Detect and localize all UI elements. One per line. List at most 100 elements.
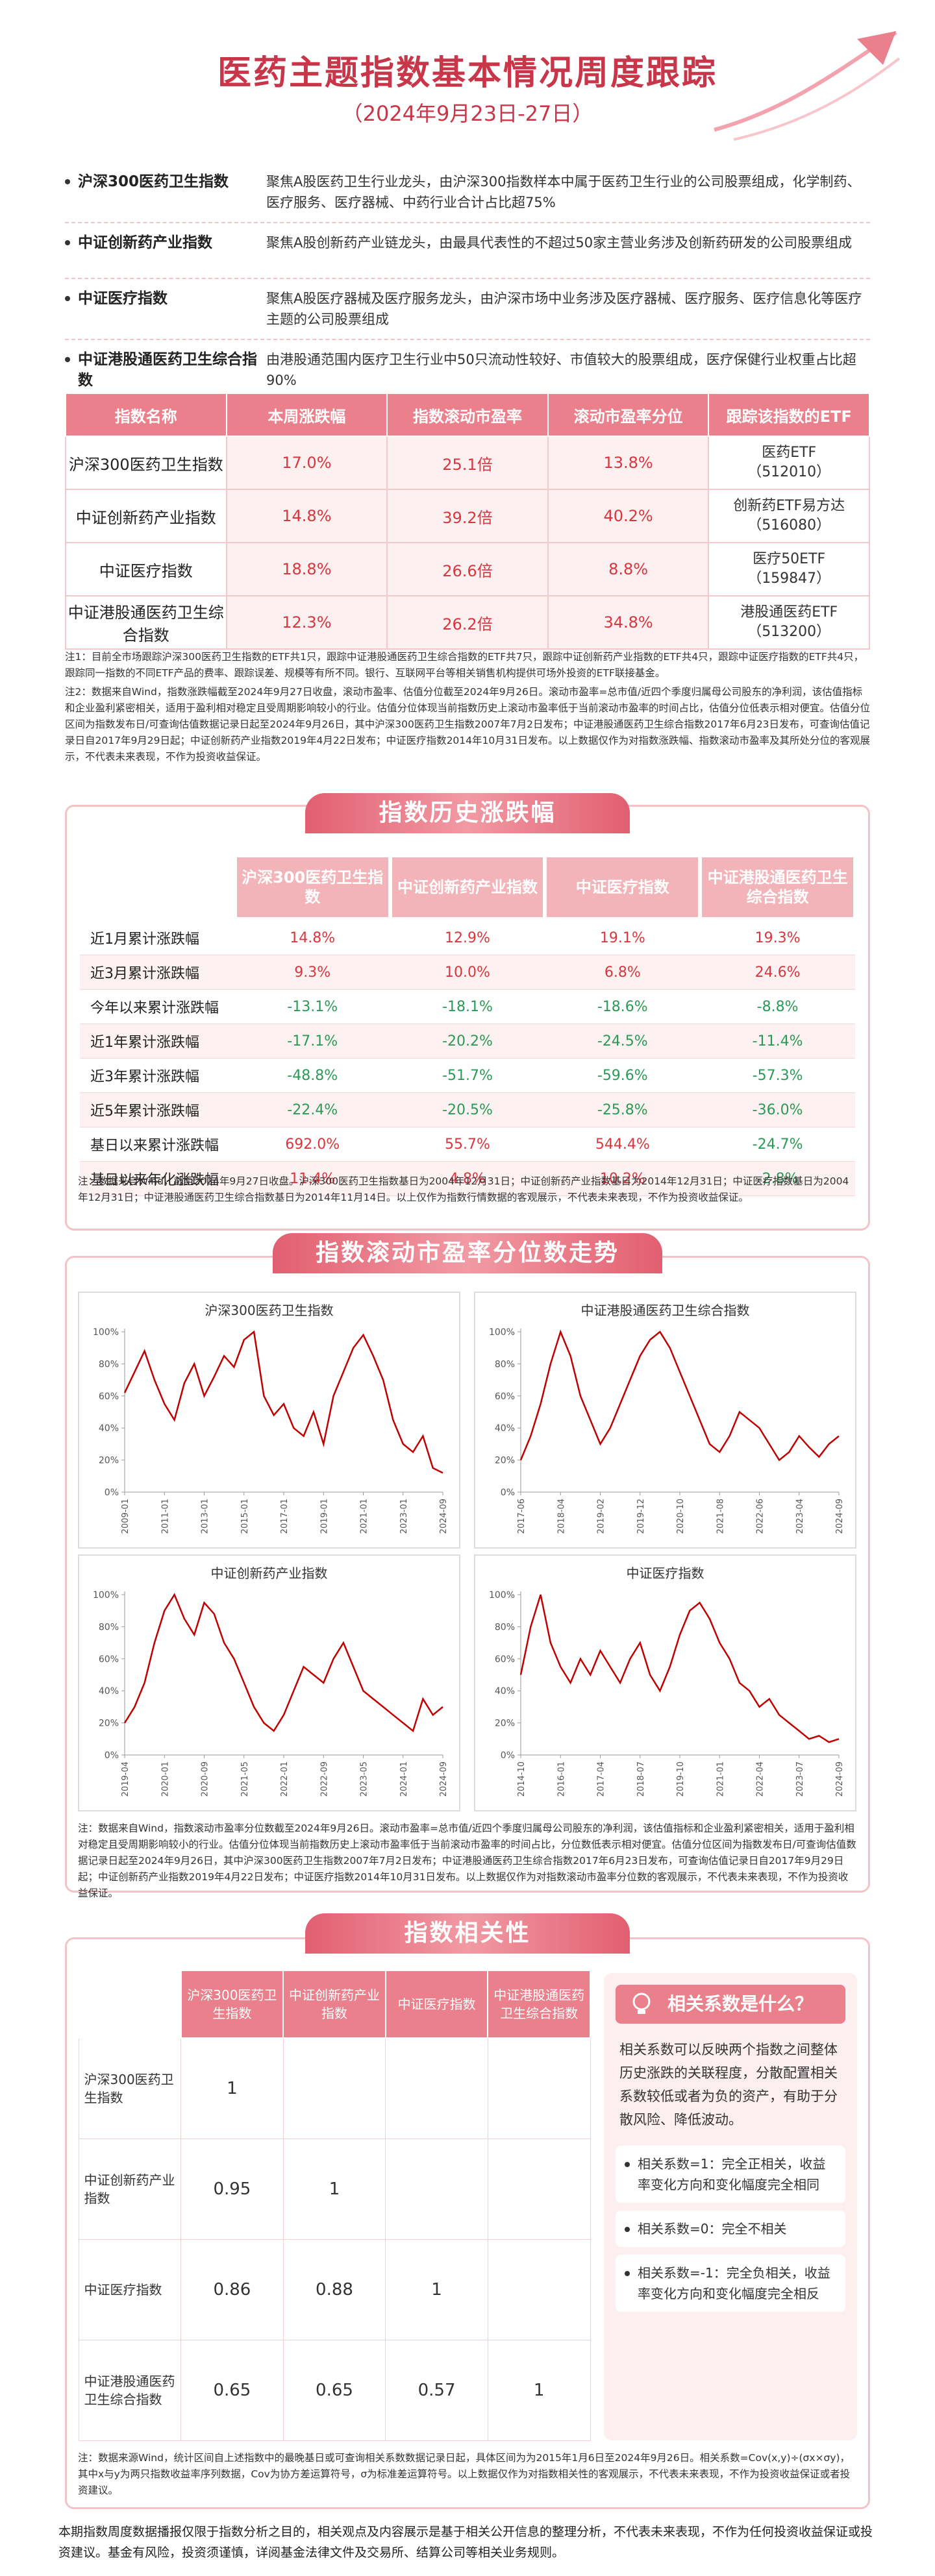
row-label: 近3月累计涨跌幅: [80, 955, 235, 990]
y-tick-label: 100%: [489, 1327, 515, 1338]
correlation-value: 1: [487, 2340, 591, 2441]
y-tick-label: 20%: [495, 1456, 515, 1466]
pe-percentile: 13.8%: [547, 435, 710, 490]
table-row: 中证医疗指数 18.8% 26.6倍 8.8% 医疗50ETF （159847）: [65, 542, 870, 596]
chart-title: 沪深300医药卫生指数: [205, 1303, 333, 1318]
etf-code: （516080）: [747, 517, 831, 534]
x-tick-label: 2022-09: [319, 1761, 329, 1797]
return-value: 10.2%: [545, 1161, 701, 1196]
explainer-bullets: 相关系数=1：完全正相关，收益率变化方向和变化幅度完全相同 相关系数=0：完全不相…: [604, 2146, 857, 2312]
chart-title: 中证港股通医药卫生综合指数: [581, 1303, 750, 1318]
table-row: 基日以来年化涨跌幅 11.4% 4.8% 10.2% -2.8%: [80, 1161, 855, 1196]
return-value: 19.3%: [700, 919, 855, 955]
empty-cell: [385, 2139, 488, 2240]
correlation-value: 0.65: [282, 2340, 386, 2441]
return-value: 10.0%: [390, 955, 545, 990]
section-title: 指数滚动市盈率分位数走势: [273, 1233, 662, 1273]
y-tick-label: 40%: [495, 1423, 515, 1434]
index-row: 中证港股通医药卫生综合指数 由港股通范围内医疗卫生行业中50只流动性较好、市值较大…: [65, 340, 870, 401]
x-tick-label: 2024-09: [835, 1761, 845, 1797]
table-row: 今年以来累计涨跌幅 -13.1% -18.1% -18.6% -8.8%: [80, 989, 855, 1024]
return-value: -8.8%: [700, 989, 855, 1024]
correlation-value: 1: [282, 2139, 386, 2240]
x-tick-label: 2014-10: [517, 1761, 527, 1797]
column-header: 中证医疗指数: [543, 853, 703, 921]
return-value: -18.6%: [545, 989, 701, 1024]
index-name: 中证医疗指数: [65, 288, 266, 309]
header-row: 沪深300医药卫生指数 中证创新药产业指数 中证医疗指数 中证港股通医药卫生综合指数: [78, 1970, 591, 2039]
column-header: 中证创新药产业指数: [282, 1970, 386, 2039]
row-label: 中证医疗指数: [78, 2239, 182, 2340]
x-tick-label: 2021-01: [716, 1761, 725, 1797]
header-row: 指数名称 本周涨跌幅 指数滚动市盈率 滚动市盈率分位 跟踪该指数的ETF: [65, 393, 870, 437]
etf-code: （159847）: [747, 570, 831, 587]
x-tick-label: 2021-08: [716, 1499, 725, 1534]
return-value: 14.8%: [234, 919, 390, 955]
return-value: 692.0%: [234, 1127, 390, 1162]
etf: 创新药ETF易方达 （516080）: [708, 489, 870, 543]
return-value: 6.8%: [545, 955, 701, 990]
blank-header: [78, 1970, 182, 2039]
header-decoration: [714, 31, 901, 141]
index-desc: 聚焦A股医疗器械及医疗服务龙头，由沪深市场中业务涉及医疗器械、医疗服务、医疗信息…: [266, 291, 862, 327]
pe-percentile: 40.2%: [547, 489, 710, 543]
table-row: 近5年累计涨跌幅 -22.4% -20.5% -25.8% -36.0%: [80, 1092, 855, 1127]
correlation-value: 0.57: [385, 2340, 488, 2441]
pe-percentile-line: [123, 1593, 443, 1733]
pe-ratio: 26.2倍: [386, 595, 549, 650]
row-label: 近3年累计涨跌幅: [80, 1058, 235, 1093]
return-value: -24.5%: [545, 1024, 701, 1059]
return-value: -36.0%: [700, 1092, 855, 1127]
correlation-value: 0.65: [181, 2340, 284, 2441]
x-tick-label: 2024-09: [439, 1761, 449, 1797]
bulb-icon: [632, 1993, 651, 2014]
y-tick-label: 0%: [501, 1750, 515, 1761]
return-value: -24.7%: [700, 1127, 855, 1162]
pe-ratio: 25.1倍: [386, 435, 549, 490]
return-value: -59.6%: [545, 1058, 701, 1093]
row-label: 中证创新药产业指数: [78, 2139, 182, 2240]
weekly-change: 18.8%: [225, 542, 388, 596]
table-row: 近3年累计涨跌幅 -48.8% -51.7% -59.6% -57.3%: [80, 1058, 855, 1093]
explainer: 相关系数是什么？ 相关系数可以反映两个指数之间整体历史涨跌的关联程度，分散配置相…: [604, 1973, 857, 2440]
y-tick-label: 80%: [495, 1359, 515, 1369]
correlation-value: 1: [181, 2037, 284, 2139]
index-row: 中证创新药产业指数 聚焦A股创新药产业链龙头，由最具代表性的不超过50家主营业务涉…: [65, 223, 870, 279]
etf-name: 港股通医药ETF: [740, 604, 838, 620]
return-value: 9.3%: [234, 955, 390, 990]
return-value: -17.1%: [234, 1024, 390, 1059]
y-tick-label: 40%: [495, 1686, 515, 1697]
chart: 中证港股通医药卫生综合指数 0% 20% 40% 60% 80% 100% 2017-06 20…: [489, 1303, 845, 1534]
row-label: 沪深300医药卫生指数: [78, 2037, 182, 2139]
table-row: 近1月累计涨跌幅 14.8% 12.9% 19.1% 19.3%: [80, 919, 855, 955]
x-tick-label: 2020-01: [160, 1761, 170, 1797]
x-tick-label: 2013-01: [201, 1499, 210, 1534]
index-name: 中证港股通医药卫生综合指数: [65, 595, 227, 650]
return-value: -13.1%: [234, 989, 390, 1024]
index-desc: 由港股通范围内医疗卫生行业中50只流动性较好、市值较大的股票组成，医疗保健行业权…: [266, 352, 856, 388]
column-header: 本周涨跌幅: [225, 393, 388, 437]
row-label: 基日以来累计涨跌幅: [80, 1127, 235, 1162]
y-tick-label: 80%: [99, 1622, 119, 1632]
pe-percentile: 34.8%: [547, 595, 710, 650]
chart-card: 中证创新药产业指数 0% 20% 40% 60% 80% 100% 2019-04 2020-0…: [78, 1554, 460, 1811]
row-label: 近5年累计涨跌幅: [80, 1092, 235, 1127]
y-tick-label: 20%: [495, 1719, 515, 1729]
x-tick-label: 2022-06: [756, 1499, 766, 1534]
x-tick-label: 2019-12: [636, 1499, 646, 1534]
x-tick-label: 2016-01: [556, 1761, 566, 1797]
chart: 中证医疗指数 0% 20% 40% 60% 80% 100% 2014-10 2016-01 20…: [489, 1565, 845, 1797]
row-label: 今年以来累计涨跌幅: [80, 989, 235, 1024]
column-header: 滚动市盈率分位: [547, 393, 710, 437]
etf: 医药ETF （512010）: [708, 435, 870, 490]
index-name: 中证创新药产业指数: [65, 232, 266, 253]
title: 医药主题指数基本情况周度跟踪: [217, 54, 717, 93]
pe-ratio: 39.2倍: [386, 489, 549, 543]
column-header: 中证港股通医药卫生综合指数: [487, 1970, 591, 2039]
table-row: 中证港股通医药卫生综合指数 12.3% 26.2倍 34.8% 港股通医药ETF （513…: [65, 595, 870, 650]
table-row: 中证创新药产业指数 14.8% 39.2倍 40.2% 创新药ETF易方达 （516080…: [65, 489, 870, 543]
column-header: 中证医疗指数: [384, 1970, 489, 2039]
x-tick-label: 2021-01: [360, 1499, 369, 1534]
column-header: 跟踪该指数的ETF: [708, 393, 870, 437]
